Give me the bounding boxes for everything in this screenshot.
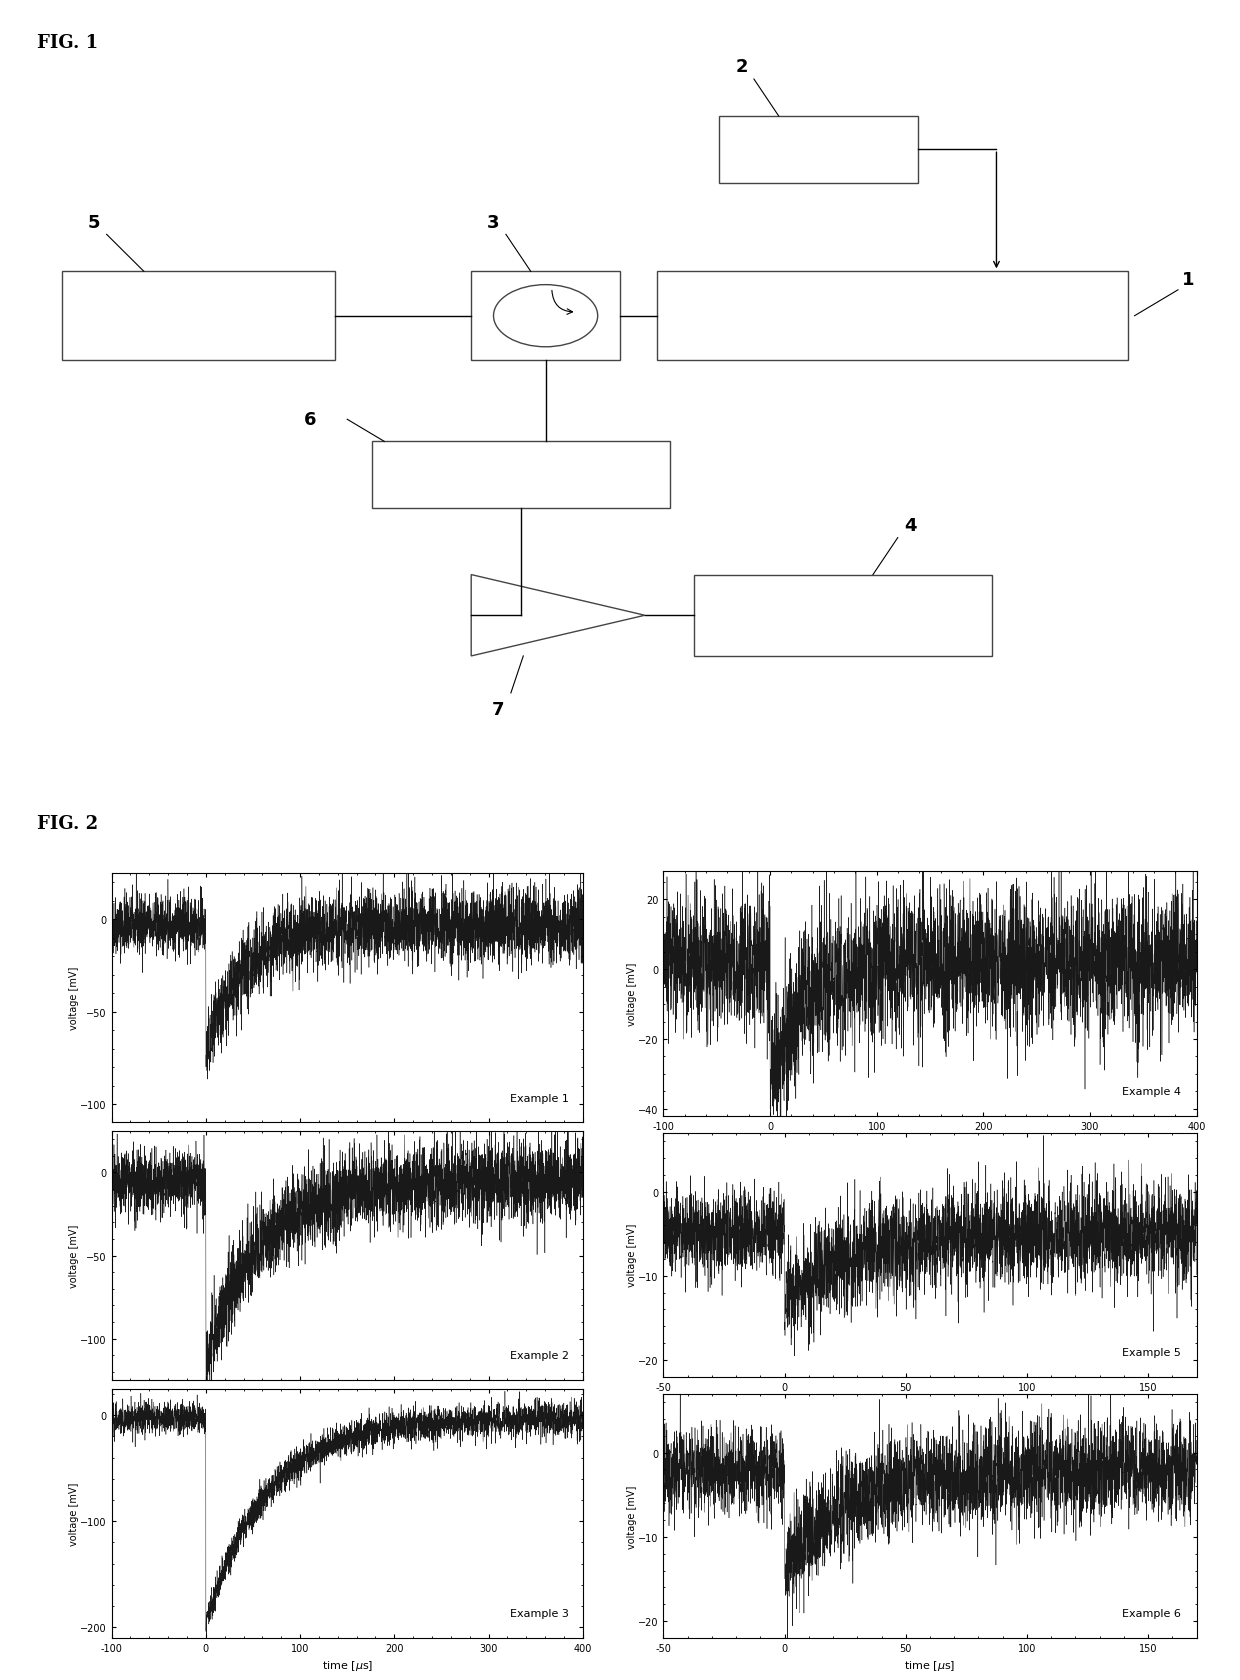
Text: Example 2: Example 2: [510, 1351, 569, 1361]
Text: 4: 4: [904, 516, 916, 534]
Text: Example 1: Example 1: [510, 1094, 569, 1102]
Bar: [372, 442, 670, 509]
Bar: [694, 575, 992, 657]
Y-axis label: voltage [mV]: voltage [mV]: [69, 966, 79, 1030]
Text: 6: 6: [304, 412, 316, 428]
Bar: [62, 272, 335, 361]
Y-axis label: voltage [mV]: voltage [mV]: [626, 1483, 636, 1547]
Y-axis label: voltage [mV]: voltage [mV]: [626, 1223, 636, 1287]
Bar: [471, 272, 620, 361]
Y-axis label: voltage [mV]: voltage [mV]: [626, 963, 636, 1026]
Text: Example 6: Example 6: [1122, 1608, 1180, 1618]
X-axis label: time [$\mu$s]: time [$\mu$s]: [904, 1658, 956, 1672]
X-axis label: time [$\mu$s]: time [$\mu$s]: [904, 1136, 956, 1151]
Text: 7: 7: [492, 701, 505, 719]
Text: 3: 3: [487, 213, 500, 232]
X-axis label: time [$\mu$s]: time [$\mu$s]: [904, 1398, 956, 1411]
Text: 2: 2: [735, 59, 748, 76]
Bar: [719, 118, 918, 183]
Text: Example 3: Example 3: [510, 1608, 569, 1618]
Text: FIG. 2: FIG. 2: [37, 815, 98, 833]
Y-axis label: voltage [mV]: voltage [mV]: [68, 1482, 78, 1546]
X-axis label: time [$\mu$s]: time [$\mu$s]: [321, 1658, 373, 1672]
Text: FIG. 1: FIG. 1: [37, 34, 98, 52]
Y-axis label: voltage [mV]: voltage [mV]: [69, 1225, 79, 1287]
Text: Example 4: Example 4: [1122, 1087, 1180, 1097]
Text: Example 5: Example 5: [1122, 1347, 1180, 1357]
Text: 1: 1: [1182, 270, 1194, 289]
Text: 5: 5: [88, 213, 100, 232]
Bar: [657, 272, 1128, 361]
